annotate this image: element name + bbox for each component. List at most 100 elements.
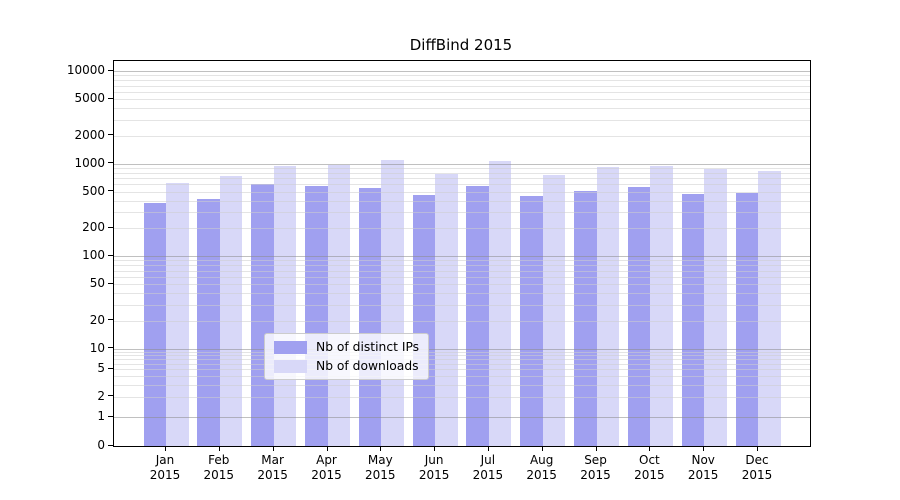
minor-gridline (114, 91, 810, 93)
minor-gridline (114, 351, 810, 353)
y-tick-label: 100 (82, 248, 105, 263)
year-label: 2015 (634, 468, 665, 482)
bar-downloads-feb (219, 176, 243, 446)
x-tick-mark (380, 446, 382, 451)
y-tick-mark (108, 395, 113, 397)
bar-ips-jan (143, 202, 166, 446)
y-tick-label: 10000 (66, 63, 105, 78)
bar-downloads-sep (596, 167, 619, 446)
minor-gridline (114, 228, 810, 230)
minor-gridline (114, 99, 810, 100)
minor-gridline (114, 85, 810, 87)
legend-label: Nb of downloads (316, 359, 419, 373)
year-label: 2015 (472, 468, 504, 482)
x-tick-mark (434, 446, 436, 451)
bar-downloads-aug (542, 175, 566, 446)
x-tick-label-nov: Nov 2015 (673, 453, 733, 483)
month-label: Nov (691, 453, 715, 467)
year-label: 2015 (741, 468, 773, 482)
minor-gridline (114, 363, 810, 365)
y-tick-mark (108, 97, 113, 99)
year-label: 2015 (418, 468, 450, 482)
minor-gridline (114, 75, 810, 77)
month-label: Jul (480, 453, 496, 467)
minor-gridline (114, 369, 810, 371)
x-tick-label-oct: Oct 2015 (619, 453, 679, 483)
x-tick-label-mar: Mar 2015 (243, 453, 303, 483)
month-label: Aug (529, 453, 554, 467)
bar-downloads-jul (488, 160, 512, 446)
y-tick-mark (108, 69, 113, 71)
x-tick-label-jun: Jun 2015 (404, 453, 464, 483)
x-tick-label-feb: Feb 2015 (189, 453, 249, 483)
y-tick-mark (108, 367, 113, 369)
minor-gridline (114, 80, 810, 82)
bar-downloads-nov (704, 169, 727, 446)
legend-item-distinct-ips: Nb of distinct IPs (274, 340, 419, 354)
x-tick-mark (649, 446, 651, 451)
y-tick-label: 20 (89, 312, 105, 327)
y-tick-label: 2000 (74, 127, 105, 142)
month-label: Apr (316, 453, 337, 467)
minor-gridline (114, 284, 810, 285)
minor-gridline (114, 355, 810, 357)
y-tick-label: 0 (97, 438, 105, 452)
bar-ips-apr (305, 185, 328, 446)
month-label: Feb (208, 453, 230, 467)
y-tick-label: 500 (82, 183, 105, 198)
x-tick-label-may: May 2015 (350, 453, 410, 483)
bar-downloads-may (381, 160, 404, 446)
minor-gridline (114, 359, 810, 361)
bar-ips-feb (197, 198, 220, 446)
month-label: Mar (261, 453, 284, 467)
year-label: 2015 (687, 468, 719, 482)
year-label: 2015 (257, 468, 288, 482)
month-label: Sep (584, 453, 607, 467)
y-tick-mark (108, 444, 113, 446)
minor-gridline (114, 212, 810, 214)
x-tick-label-aug: Aug 2015 (512, 453, 572, 483)
y-tick-label: 5 (97, 361, 105, 376)
x-tick-mark (326, 446, 328, 451)
year-label: 2015 (311, 468, 342, 482)
minor-gridline (114, 384, 810, 386)
major-gridline (114, 256, 810, 258)
y-tick-mark (108, 347, 113, 349)
minor-gridline (114, 270, 810, 272)
year-label: 2015 (365, 468, 396, 482)
x-tick-mark (703, 446, 705, 451)
bar-downloads-jun (435, 174, 458, 446)
legend: Nb of distinct IPs Nb of downloads (264, 333, 430, 380)
x-tick-mark (218, 446, 220, 451)
minor-gridline (114, 191, 810, 193)
y-tick-mark (108, 134, 113, 136)
minor-gridline (114, 396, 810, 398)
bar-downloads-mar (273, 165, 297, 446)
year-label: 2015 (203, 468, 235, 482)
year-label: 2015 (526, 468, 557, 482)
major-gridline (114, 163, 810, 165)
month-label: Dec (745, 453, 769, 467)
y-tick-label: 2 (97, 388, 105, 403)
y-tick-label: 200 (82, 220, 105, 235)
x-tick-mark (165, 446, 166, 451)
minor-gridline (114, 376, 810, 377)
legend-label: Nb of distinct IPs (316, 340, 420, 354)
x-tick-mark (541, 446, 543, 451)
y-tick-label: 10 (89, 340, 105, 355)
minor-gridline (114, 304, 810, 306)
x-tick-label-sep: Sep 2015 (566, 453, 626, 483)
bar-ips-may (358, 188, 382, 446)
minor-gridline (114, 135, 810, 137)
x-tick-label-apr: Apr 2015 (297, 453, 357, 483)
y-tick-mark (108, 190, 113, 191)
y-tick-mark (108, 254, 113, 256)
legend-swatch (274, 340, 307, 354)
major-gridline (114, 71, 810, 73)
y-tick-mark (108, 162, 113, 164)
x-tick-label-jul: Jul 2015 (458, 453, 518, 483)
minor-gridline (114, 178, 810, 179)
minor-gridline (114, 276, 810, 278)
minor-gridline (114, 265, 810, 267)
